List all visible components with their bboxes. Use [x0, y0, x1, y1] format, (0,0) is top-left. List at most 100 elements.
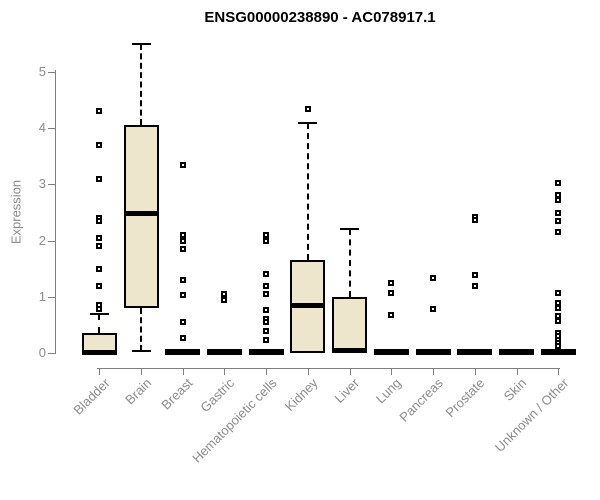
- outlier-point: [555, 299, 562, 306]
- outlier-point: [471, 282, 478, 289]
- outlier-point: [555, 210, 562, 217]
- boxplot-flat-box: [165, 349, 201, 355]
- y-tick-label: 0: [38, 345, 46, 360]
- boxplot-flat-box: [457, 349, 493, 355]
- outlier-point: [179, 246, 186, 253]
- outlier-point: [263, 306, 270, 313]
- outlier-point: [179, 237, 186, 244]
- boxplot-box: [332, 296, 368, 353]
- y-axis-line: [55, 70, 56, 354]
- x-tick-label: Prostate: [442, 375, 488, 421]
- outlier-point: [263, 290, 270, 297]
- outlier-point: [263, 237, 270, 244]
- whisker-line-upper: [98, 313, 101, 334]
- outlier-point: [555, 343, 562, 350]
- boxplot-median: [332, 348, 368, 354]
- outlier-point: [263, 282, 270, 289]
- outlier-point: [555, 217, 562, 224]
- boxplot-flat-box: [248, 349, 284, 355]
- x-tick-label: Skin: [500, 375, 530, 404]
- x-axis-tick: [182, 368, 184, 375]
- outlier-point: [555, 179, 562, 186]
- whisker-line-lower: [140, 308, 143, 352]
- x-axis-tick: [224, 368, 226, 375]
- boxplot-flat-box: [415, 349, 451, 355]
- boxplot-median: [290, 303, 326, 309]
- outlier-point: [96, 243, 103, 250]
- x-axis-tick: [99, 368, 101, 375]
- x-axis-tick: [349, 368, 351, 375]
- outlier-point: [555, 317, 562, 324]
- y-axis-tick: [48, 296, 55, 298]
- boxplot-box: [123, 125, 159, 309]
- outlier-point: [263, 337, 270, 344]
- outlier-point: [179, 334, 186, 341]
- x-axis-tick: [391, 368, 393, 375]
- outlier-point: [263, 231, 270, 238]
- y-tick-label: 1: [38, 288, 46, 304]
- x-axis-tick: [558, 368, 560, 375]
- x-tick-label: Lung: [373, 375, 405, 407]
- outlier-point: [430, 306, 437, 313]
- x-axis-line: [97, 368, 561, 369]
- whisker-line-upper: [348, 229, 351, 297]
- x-axis-tick: [516, 368, 518, 375]
- y-axis-tick: [48, 128, 55, 130]
- whisker-line-upper: [306, 122, 309, 261]
- outlier-point: [179, 292, 186, 299]
- outlier-point: [179, 231, 186, 238]
- outlier-point: [471, 217, 478, 224]
- outlier-point: [96, 142, 103, 149]
- whisker-cap-upper: [131, 42, 151, 45]
- outlier-point: [263, 271, 270, 278]
- outlier-point: [388, 279, 395, 286]
- y-tick-label: 4: [38, 120, 46, 136]
- boxplot-flat-box: [206, 349, 242, 355]
- boxplot-flat-box: [540, 349, 576, 355]
- x-axis-tick: [307, 368, 309, 375]
- boxplot-flat-box: [373, 349, 409, 355]
- outlier-point: [555, 229, 562, 236]
- y-axis-tick: [48, 353, 55, 354]
- boxplot-median: [81, 349, 117, 355]
- outlier-point: [96, 282, 103, 289]
- whisker-cap-upper: [340, 228, 360, 231]
- x-tick-label: Hematopoietic cells: [188, 375, 280, 466]
- y-axis-tick: [48, 184, 55, 186]
- outlier-point: [96, 265, 103, 272]
- outlier-point: [221, 296, 228, 303]
- x-tick-label: Gastric: [197, 375, 238, 416]
- x-tick-label: Bladder: [69, 375, 113, 418]
- outlier-point: [96, 234, 103, 241]
- whisker-cap-upper: [298, 121, 318, 124]
- outlier-point: [555, 312, 562, 319]
- outlier-point: [555, 289, 562, 296]
- outlier-point: [430, 275, 437, 282]
- y-axis-tick: [48, 240, 55, 242]
- outlier-point: [179, 161, 186, 168]
- outlier-point: [263, 319, 270, 326]
- outlier-point: [179, 319, 186, 326]
- outlier-point: [263, 327, 270, 334]
- outlier-point: [179, 276, 186, 283]
- y-axis-tick: [48, 72, 55, 73]
- outlier-point: [555, 197, 562, 204]
- x-tick-label: Kidney: [282, 375, 321, 415]
- outlier-point: [96, 217, 103, 224]
- outlier-point: [96, 306, 103, 313]
- whisker-line-upper: [140, 43, 143, 126]
- outlier-point: [221, 290, 228, 297]
- chart-title: ENSG00000238890 - AC078917.1: [204, 9, 436, 26]
- outlier-point: [471, 272, 478, 279]
- outlier-point: [304, 105, 311, 112]
- boxplot-median: [123, 210, 159, 216]
- y-tick-label: 5: [38, 64, 46, 79]
- outlier-point: [555, 305, 562, 312]
- outlier-point: [96, 175, 103, 182]
- x-tick-label: Pancreas: [396, 375, 447, 425]
- boxplot-flat-box: [499, 349, 535, 355]
- x-tick-label: Breast: [158, 375, 196, 413]
- x-axis-tick: [141, 368, 143, 375]
